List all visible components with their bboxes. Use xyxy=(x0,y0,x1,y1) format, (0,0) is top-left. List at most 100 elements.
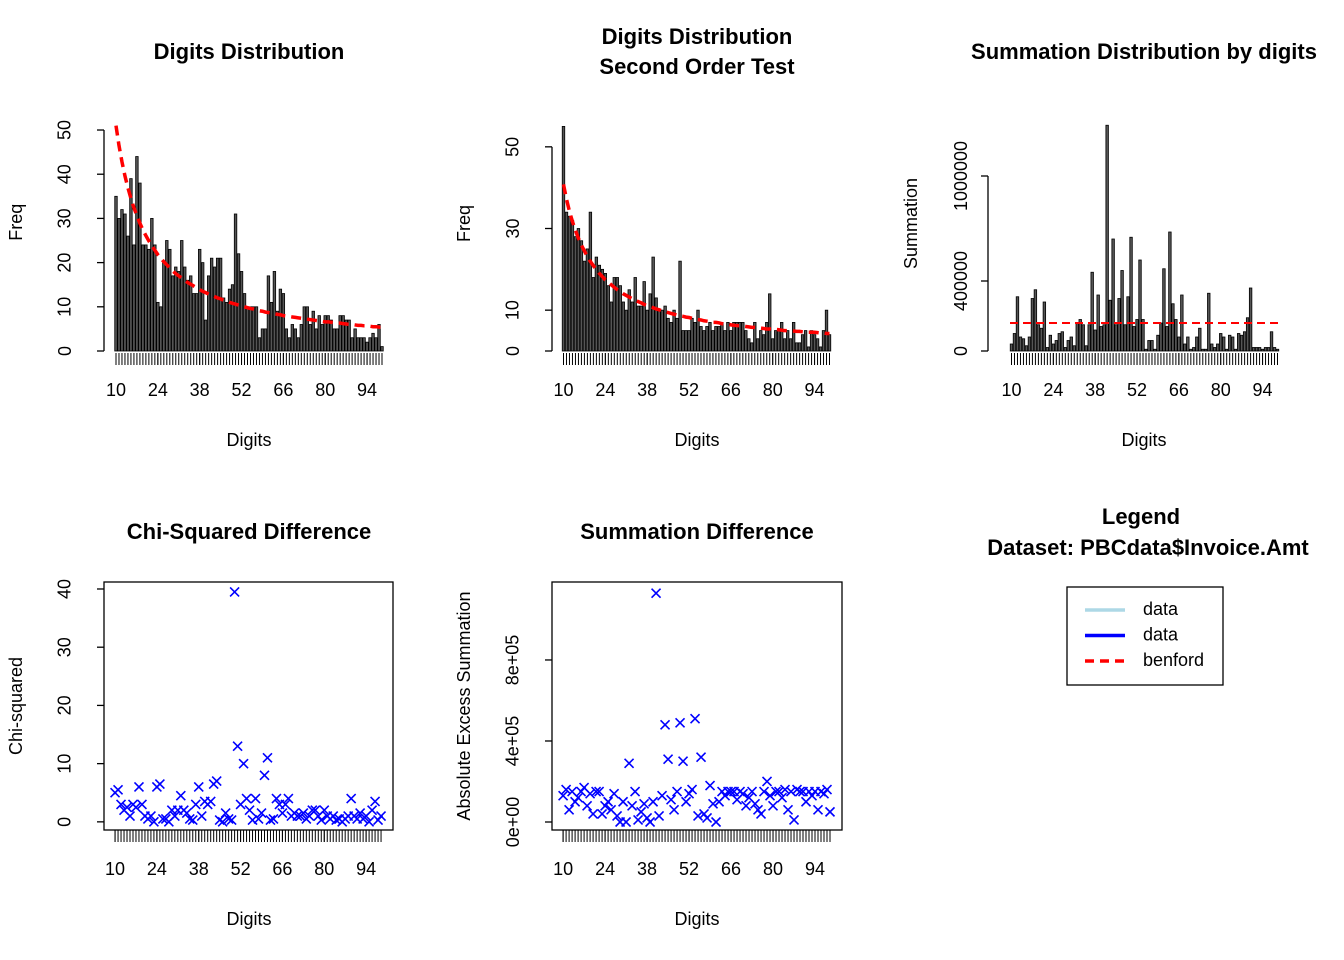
x-tick-label: 66 xyxy=(1169,380,1189,400)
plot-box xyxy=(551,581,843,831)
y-tick-label: 30 xyxy=(55,208,75,228)
bar xyxy=(1096,294,1100,352)
point xyxy=(597,808,608,819)
point xyxy=(704,780,716,791)
x-tick-label: 24 xyxy=(148,380,168,400)
point xyxy=(316,815,327,826)
y-tick-label: 10 xyxy=(503,300,523,320)
bar xyxy=(1078,319,1082,352)
bar xyxy=(1195,336,1199,352)
point xyxy=(211,776,222,787)
point xyxy=(740,800,752,811)
x-tick-label: 10 xyxy=(106,380,126,400)
y-tick-label: 20 xyxy=(55,695,75,715)
bar xyxy=(777,330,781,352)
y-tick-label: 10 xyxy=(55,754,75,774)
bar xyxy=(269,301,274,352)
bar xyxy=(1018,336,1023,352)
bar xyxy=(332,328,336,352)
bar xyxy=(1156,334,1160,352)
bar xyxy=(726,322,730,352)
point xyxy=(668,804,680,815)
point xyxy=(193,781,204,792)
bar xyxy=(338,315,342,352)
bar xyxy=(350,337,354,352)
bar xyxy=(645,309,649,352)
bar xyxy=(347,319,351,352)
bar xyxy=(1174,319,1178,352)
bar xyxy=(714,326,718,352)
bar xyxy=(1192,347,1196,352)
bar xyxy=(1021,338,1026,352)
bar xyxy=(615,277,619,352)
bar xyxy=(705,326,709,352)
point xyxy=(821,784,833,795)
bar xyxy=(368,337,372,352)
y-tick-label: 30 xyxy=(503,218,523,238)
bar xyxy=(1132,326,1136,352)
point xyxy=(671,786,683,797)
bar xyxy=(117,218,121,352)
bar xyxy=(153,244,157,352)
bar xyxy=(708,322,712,352)
bar xyxy=(735,322,739,352)
bar xyxy=(567,215,572,352)
point xyxy=(130,802,142,813)
bar xyxy=(803,330,808,352)
point xyxy=(154,778,165,790)
y-tick-label: 10 xyxy=(55,297,75,317)
bar xyxy=(1216,343,1220,352)
bar xyxy=(1051,343,1055,352)
point xyxy=(331,815,342,826)
point xyxy=(624,758,635,769)
x-tick-label: 52 xyxy=(679,380,699,400)
bar xyxy=(195,293,199,352)
bar xyxy=(1251,347,1256,352)
point xyxy=(310,805,321,816)
bar xyxy=(123,213,127,352)
bar xyxy=(1275,348,1280,352)
point xyxy=(169,810,180,822)
x-tick-label: 94 xyxy=(357,380,377,400)
legend-label: benford xyxy=(1143,650,1204,670)
bar xyxy=(654,297,658,352)
bar xyxy=(290,324,294,352)
bar xyxy=(218,257,223,352)
point xyxy=(271,793,282,804)
point xyxy=(115,799,127,810)
x-tick-label: 24 xyxy=(595,380,615,400)
bar xyxy=(251,306,256,352)
bar xyxy=(636,305,640,352)
point xyxy=(370,796,381,807)
bar xyxy=(768,293,772,352)
bar xyxy=(144,244,148,352)
bar xyxy=(141,244,145,352)
point xyxy=(256,808,267,819)
bar xyxy=(630,301,634,352)
bar xyxy=(1231,336,1235,352)
bar xyxy=(633,277,637,352)
bar xyxy=(1066,340,1070,352)
bar xyxy=(744,330,748,352)
y-tick-label: 0e+00 xyxy=(503,797,523,848)
point xyxy=(773,786,785,797)
point xyxy=(746,786,758,797)
bar xyxy=(1090,271,1094,352)
bar xyxy=(765,322,769,352)
bar xyxy=(1054,340,1058,352)
bar xyxy=(684,330,688,352)
bar xyxy=(1162,268,1166,352)
bar xyxy=(1075,322,1079,352)
bar xyxy=(1266,347,1271,352)
bar xyxy=(702,330,706,352)
legend-title: Legend xyxy=(1102,504,1180,529)
x-tick-label: 66 xyxy=(273,380,293,400)
bar xyxy=(1204,348,1208,352)
x-tick-label: 80 xyxy=(1211,380,1231,400)
point xyxy=(175,790,186,801)
bar xyxy=(242,293,247,352)
bar xyxy=(380,346,384,352)
point xyxy=(564,804,575,815)
y-axis-label: Absolute Excess Summation xyxy=(454,591,474,820)
